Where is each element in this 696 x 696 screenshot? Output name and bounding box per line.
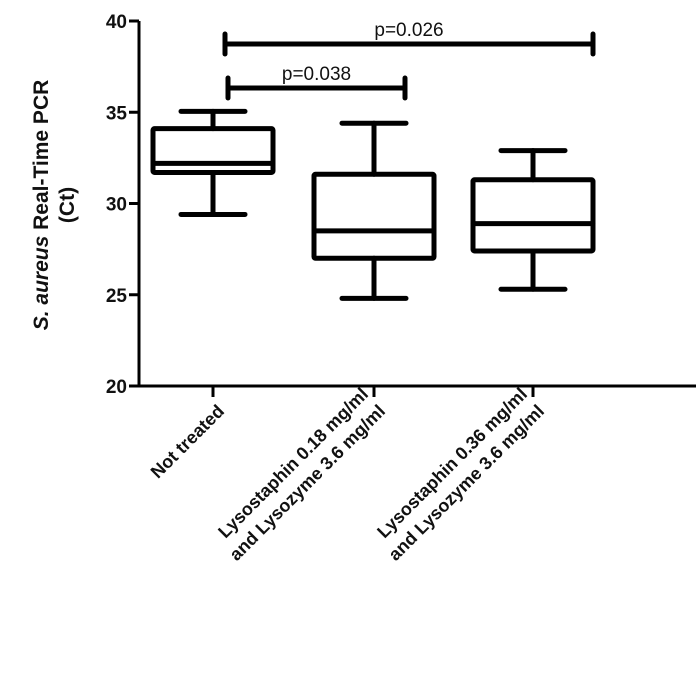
y-axis-title: S. aureus Real-Time PCR [30, 80, 53, 331]
y-axis-title-italic: S. aureus [30, 236, 53, 331]
x-tick-label: Not treated [147, 401, 228, 482]
significance-bracket: p=0.038 [225, 64, 408, 101]
box-3 [470, 148, 596, 292]
significance-bracket: p=0.026 [222, 20, 596, 57]
box-series [150, 108, 596, 301]
x-tick-label-line: Lysostaphin 0.36 mg/ml [373, 384, 531, 542]
y-tick-label: 40 [106, 12, 127, 33]
box-2 [311, 120, 437, 301]
x-tick-label-line: and Lysozyme 3.6 mg/ml [384, 401, 548, 565]
box-iqr [470, 177, 596, 254]
p-value-label: p=0.026 [374, 20, 443, 41]
box-iqr [150, 126, 276, 175]
box-iqr [311, 171, 437, 261]
x-tick-label-line: Lysostaphin 0.18 mg/ml [214, 384, 372, 542]
x-tick-label-line: and Lysozyme 3.6 mg/ml [225, 401, 389, 565]
box-1 [150, 108, 276, 217]
x-tick-label-line: Not treated [147, 401, 228, 482]
y-tick-label: 20 [106, 377, 127, 398]
p-value-label: p=0.038 [282, 64, 351, 85]
significance-brackets: p=0.038 p=0.026 [222, 20, 596, 101]
y-tick-label: 25 [106, 286, 128, 307]
y-tick-label: 35 [106, 103, 128, 124]
y-axis-title-line2: (Ct) [56, 187, 79, 223]
y-axis: 20 25 30 35 40 [106, 12, 141, 398]
y-axis-title-rest: Real-Time PCR [30, 80, 53, 236]
y-tick-label: 30 [106, 195, 127, 216]
